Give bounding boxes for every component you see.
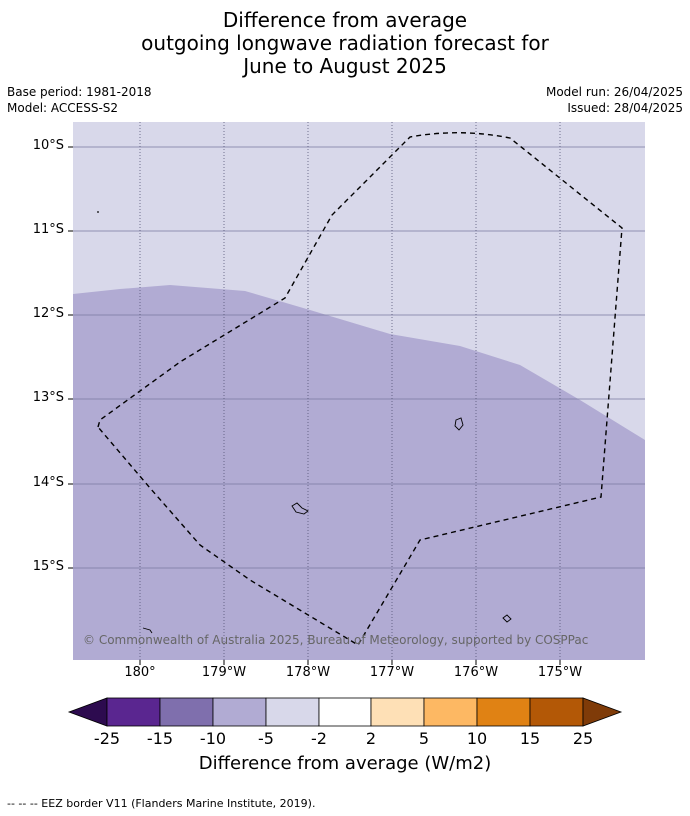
colorbar — [67, 697, 623, 727]
colorbar-bin-2 — [159, 697, 214, 727]
lat-label-13s: 13°S — [32, 390, 64, 405]
lon-label-178w: 178°W — [285, 665, 331, 680]
lon-label-177w: 177°W — [369, 665, 415, 680]
island-3 — [502, 614, 512, 623]
colorbar-bin-1 — [106, 697, 161, 727]
colorbar-tick-8: 10 — [466, 729, 488, 748]
colorbar-title: Difference from average (W/m2) — [198, 753, 492, 774]
colorbar-tick-1: -25 — [93, 729, 121, 748]
lat-label-12s: 12°S — [32, 306, 64, 321]
eez-legend-note: -- -- -- EEZ border V11 (Flanders Marine… — [7, 797, 316, 810]
eez-border — [97, 132, 623, 646]
lon-label-180: 180° — [124, 665, 156, 680]
colorbar-tick-9: 15 — [519, 729, 541, 748]
lat-label-15s: 15°S — [32, 559, 64, 574]
issued-text: Issued: 28/04/2025 — [567, 101, 683, 115]
map-area — [73, 122, 645, 660]
colorbar-bin-4 — [265, 697, 320, 727]
colorbar-bin-6 — [370, 697, 425, 727]
colorbar-tick-10: 25 — [572, 729, 594, 748]
lat-label-14s: 14°S — [32, 475, 64, 490]
colorbar-extend-low — [67, 697, 108, 727]
colorbar-bin-3 — [212, 697, 267, 727]
base-period-text: Base period: 1981-2018 — [7, 85, 152, 99]
colorbar-tick-7: 5 — [418, 729, 430, 748]
colorbar-tick-6: 2 — [365, 729, 377, 748]
axis-ticks — [68, 146, 561, 665]
lat-label-11s: 11°S — [32, 222, 64, 237]
model-text: Model: ACCESS-S2 — [7, 101, 119, 115]
colorbar-bin-9 — [529, 697, 584, 727]
model-run-text: Model run: 26/04/2025 — [545, 85, 683, 99]
copyright-credit: © Commonwealth of Australia 2025, Bureau… — [83, 633, 589, 647]
colorbar-tick-5: -2 — [311, 729, 327, 748]
island-4 — [142, 627, 153, 634]
lon-label-176w: 176°W — [453, 665, 499, 680]
latitude-gridlines — [73, 146, 645, 569]
island-2 — [291, 502, 309, 515]
colorbar-extend-high — [582, 697, 623, 727]
colorbar-tick-3: -10 — [199, 729, 227, 748]
colorbar-bin-5 — [318, 697, 372, 727]
colorbar-bin-7 — [423, 697, 478, 727]
colorbar-tick-4: -5 — [258, 729, 274, 748]
island-5 — [97, 211, 99, 213]
title-line-2: outgoing longwave radiation forecast for — [141, 31, 549, 55]
lon-label-175w: 175°W — [537, 665, 583, 680]
lon-label-179w: 179°W — [201, 665, 247, 680]
title-line-1: Difference from average — [222, 8, 468, 32]
anomaly-fill-dark — [73, 285, 645, 660]
colorbar-bin-8 — [476, 697, 531, 727]
title-line-3: June to August 2025 — [243, 54, 447, 78]
island-1 — [454, 417, 464, 431]
lat-label-10s: 10°S — [32, 138, 64, 153]
colorbar-tick-2: -15 — [146, 729, 174, 748]
